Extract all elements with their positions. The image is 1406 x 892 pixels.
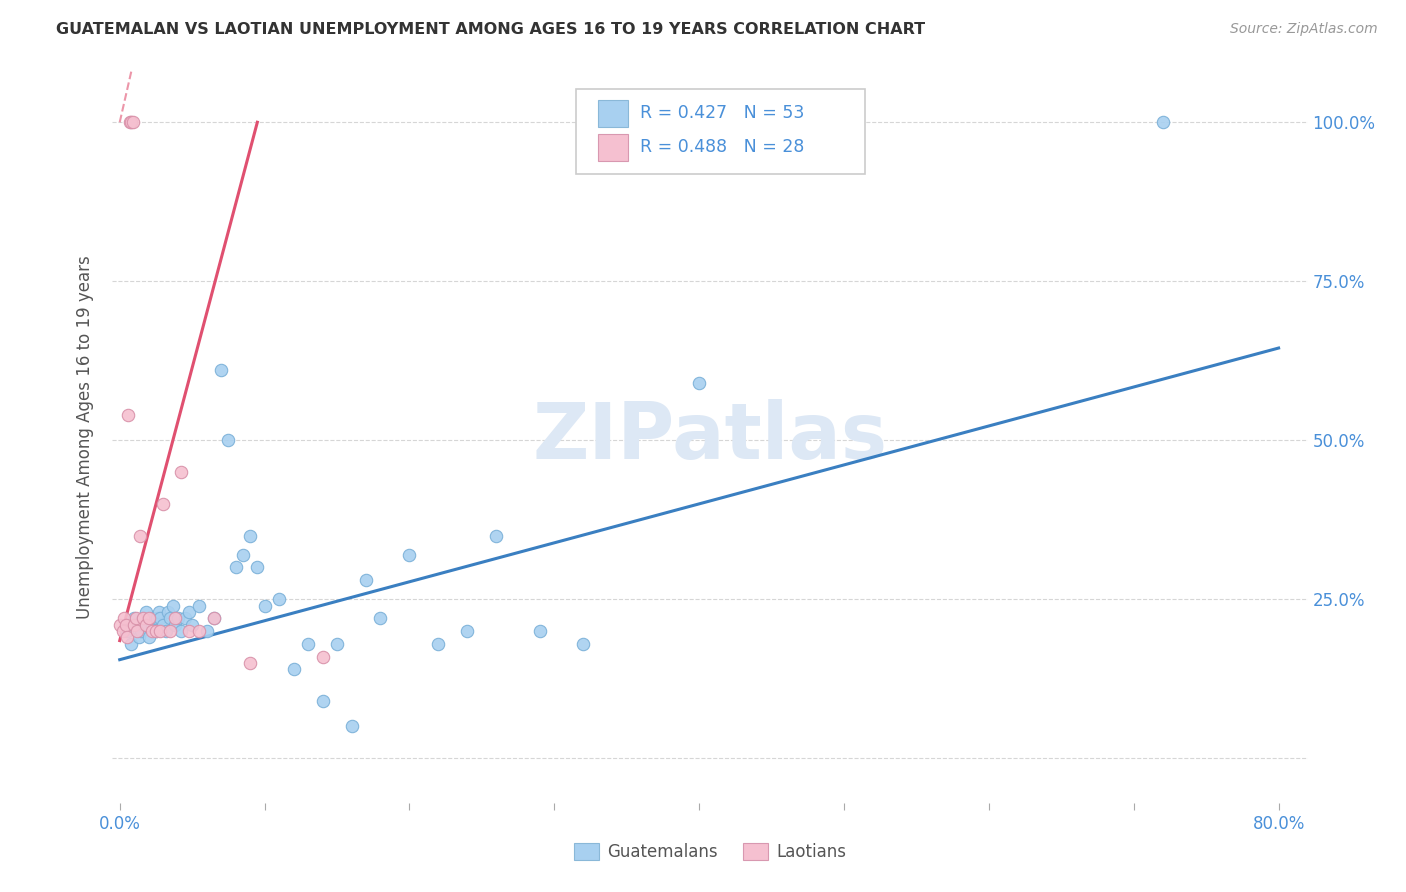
- Point: [159, 624, 181, 638]
- Point: [485, 529, 508, 543]
- Point: [181, 617, 204, 632]
- Point: [127, 617, 149, 632]
- Text: ZIPatlas: ZIPatlas: [533, 399, 887, 475]
- Point: [134, 617, 156, 632]
- Text: Source: ZipAtlas.com: Source: ZipAtlas.com: [1230, 22, 1378, 37]
- Point: [166, 611, 188, 625]
- Point: [427, 637, 450, 651]
- Point: [135, 617, 157, 632]
- Text: R = 0.427   N = 53: R = 0.427 N = 53: [640, 104, 804, 122]
- Point: [232, 548, 254, 562]
- Point: [572, 637, 595, 651]
- Point: [688, 376, 710, 390]
- Point: [267, 592, 290, 607]
- Point: [246, 560, 269, 574]
- Point: [1152, 115, 1174, 129]
- Point: [354, 573, 377, 587]
- Point: [297, 637, 319, 651]
- Point: [179, 605, 201, 619]
- Point: [202, 611, 225, 625]
- Point: [148, 605, 170, 619]
- Point: [115, 624, 138, 638]
- Point: [142, 611, 165, 625]
- Point: [146, 611, 169, 625]
- Point: [169, 624, 191, 638]
- Point: [163, 611, 186, 625]
- Point: [202, 611, 225, 625]
- Point: [138, 611, 160, 625]
- Point: [111, 624, 134, 638]
- Point: [174, 611, 197, 625]
- Point: [179, 624, 201, 638]
- Point: [112, 611, 135, 625]
- Point: [115, 631, 138, 645]
- Point: [398, 548, 420, 562]
- Point: [155, 624, 177, 638]
- Point: [163, 617, 186, 632]
- Point: [122, 611, 145, 625]
- Point: [138, 631, 160, 645]
- Point: [141, 617, 163, 632]
- Point: [118, 115, 141, 129]
- Point: [124, 611, 146, 625]
- Point: [120, 637, 142, 651]
- Text: R = 0.488   N = 28: R = 0.488 N = 28: [640, 138, 804, 156]
- Point: [239, 529, 262, 543]
- Point: [145, 624, 167, 638]
- Point: [159, 611, 181, 625]
- Point: [127, 624, 149, 638]
- Point: [152, 617, 174, 632]
- Point: [209, 363, 232, 377]
- Point: [456, 624, 478, 638]
- Point: [108, 617, 131, 632]
- Point: [135, 605, 157, 619]
- Point: [120, 115, 142, 129]
- Point: [121, 115, 143, 129]
- Point: [217, 434, 239, 448]
- Point: [326, 637, 349, 651]
- Point: [149, 611, 172, 625]
- Point: [131, 624, 153, 638]
- Point: [311, 649, 333, 664]
- Point: [225, 560, 247, 574]
- Point: [283, 662, 305, 676]
- Point: [311, 694, 333, 708]
- Point: [370, 611, 392, 625]
- Point: [132, 611, 155, 625]
- Point: [188, 624, 211, 638]
- Point: [145, 624, 167, 638]
- Point: [149, 624, 172, 638]
- Point: [129, 529, 152, 543]
- Point: [239, 656, 262, 670]
- Point: [169, 465, 191, 479]
- Text: GUATEMALAN VS LAOTIAN UNEMPLOYMENT AMONG AGES 16 TO 19 YEARS CORRELATION CHART: GUATEMALAN VS LAOTIAN UNEMPLOYMENT AMONG…: [56, 22, 925, 37]
- Point: [156, 605, 179, 619]
- Point: [122, 617, 145, 632]
- Point: [340, 719, 363, 733]
- Point: [152, 497, 174, 511]
- Legend: Guatemalans, Laotians: Guatemalans, Laotians: [567, 836, 853, 868]
- Point: [132, 611, 155, 625]
- Y-axis label: Unemployment Among Ages 16 to 19 years: Unemployment Among Ages 16 to 19 years: [76, 255, 94, 619]
- Point: [114, 617, 136, 632]
- Point: [117, 408, 139, 422]
- Point: [253, 599, 276, 613]
- Point: [529, 624, 551, 638]
- Point: [188, 599, 211, 613]
- Point: [141, 624, 163, 638]
- Point: [128, 631, 150, 645]
- Point: [195, 624, 218, 638]
- Point: [162, 599, 184, 613]
